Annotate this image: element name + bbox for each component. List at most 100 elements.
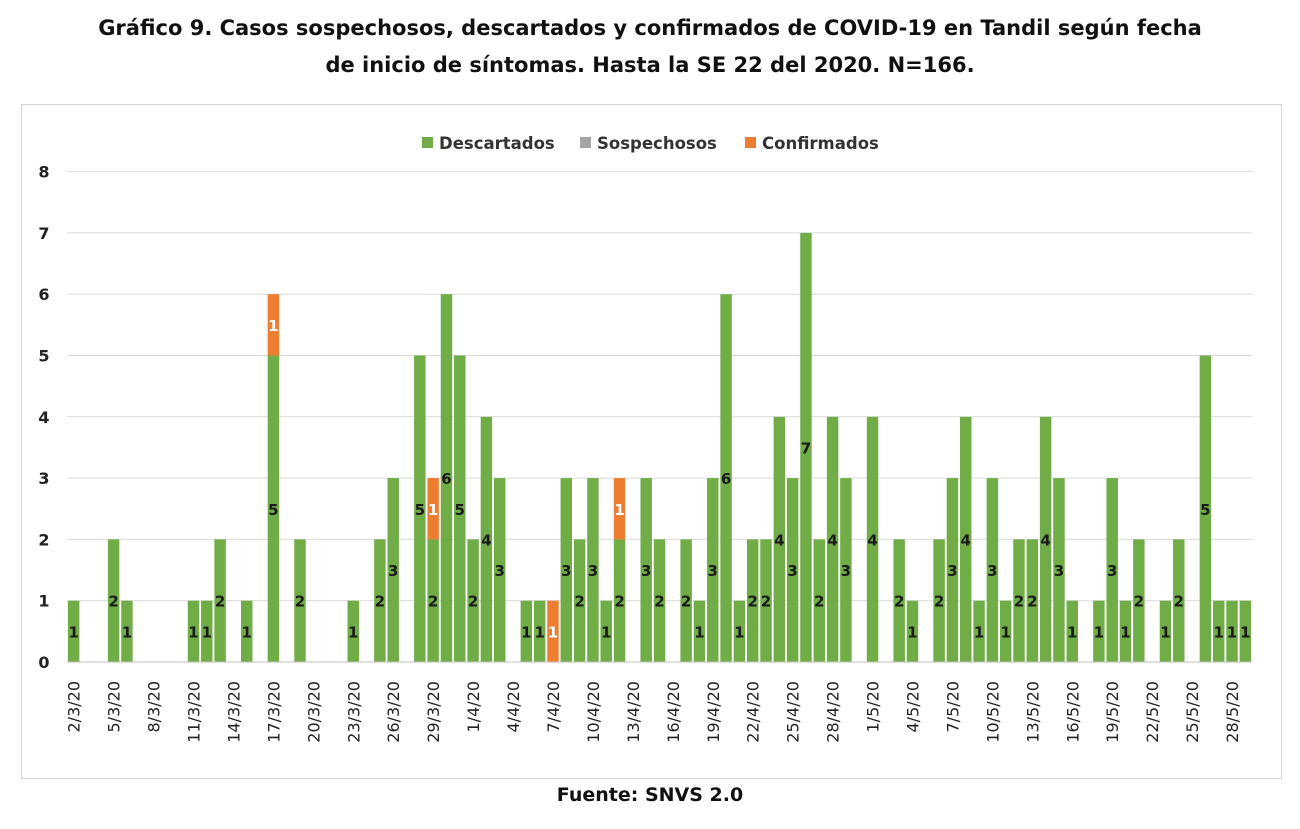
data-label-descartados: 2 — [1174, 593, 1184, 611]
data-label-descartados: 3 — [641, 562, 651, 580]
legend-swatch-confirmados — [745, 137, 756, 148]
data-label-descartados: 1 — [202, 623, 212, 641]
bar-descartados — [454, 355, 466, 662]
data-label-descartados: 3 — [1054, 562, 1064, 580]
data-label-descartados: 3 — [987, 562, 997, 580]
data-label-descartados: 2 — [375, 593, 385, 611]
bar-descartados — [906, 600, 919, 662]
y-tick-label: 6 — [38, 285, 49, 304]
data-label-descartados: 2 — [654, 593, 664, 611]
bar-descartados — [560, 478, 573, 662]
bar-descartados — [121, 600, 133, 662]
bar-descartados — [1133, 539, 1145, 662]
bar-descartados — [374, 539, 386, 662]
bar-descartados — [533, 600, 546, 662]
data-label-confirmados: 1 — [548, 623, 558, 641]
data-label-descartados: 1 — [348, 623, 358, 641]
x-tick-label: 4/4/20 — [504, 681, 523, 733]
x-tick-label: 22/4/20 — [744, 681, 763, 743]
data-label-descartados: 3 — [561, 562, 571, 580]
legend: Descartados Sospechosos Confirmados — [422, 134, 879, 153]
x-tick-label: 2/3/20 — [65, 681, 84, 733]
x-tick-label: 19/4/20 — [704, 681, 723, 743]
bar-descartados — [294, 539, 306, 662]
data-label-descartados: 2 — [428, 593, 438, 611]
x-tick-label: 26/3/20 — [384, 681, 403, 743]
bar-descartados — [866, 416, 879, 662]
x-tick-label: 10/4/20 — [584, 681, 603, 743]
bar-descartados — [1053, 478, 1065, 662]
data-label-confirmados: 1 — [428, 501, 438, 519]
bar-descartados — [1119, 600, 1132, 662]
data-label-descartados: 1 — [1094, 623, 1104, 641]
bar-descartados — [786, 478, 799, 662]
x-tick-label: 1/4/20 — [464, 681, 483, 733]
x-tick-label: 17/3/20 — [264, 681, 283, 743]
x-tick-label: 11/3/20 — [184, 681, 203, 743]
bar-descartados — [493, 478, 506, 662]
data-label-descartados: 2 — [614, 593, 624, 611]
x-tick-label: 7/5/20 — [943, 681, 962, 733]
bar-descartados — [746, 539, 759, 662]
data-label-descartados: 1 — [694, 623, 704, 641]
bar-descartados — [1212, 600, 1225, 662]
bar-descartados — [680, 539, 692, 662]
legend-label-descartados: Descartados — [439, 134, 555, 153]
bar-descartados — [201, 600, 213, 662]
data-label-descartados: 3 — [588, 562, 598, 580]
source-note: Fuente: SNVS 2.0 — [556, 784, 744, 806]
data-label-confirmados: 1 — [614, 501, 624, 519]
bar-descartados — [760, 539, 772, 662]
data-label-descartados: 5 — [455, 501, 465, 519]
legend-label-sospechosos: Sospechosos — [597, 134, 717, 153]
data-label-descartados: 1 — [242, 623, 252, 641]
bar-confirmados — [427, 478, 439, 540]
bar-descartados — [640, 478, 652, 662]
x-tick-label: 8/3/20 — [145, 681, 164, 733]
data-label-descartados: 6 — [441, 470, 451, 488]
x-tick-label: 16/4/20 — [664, 681, 683, 743]
data-label-descartados: 3 — [708, 562, 718, 580]
data-label-descartados: 2 — [761, 593, 771, 611]
data-label-descartados: 1 — [1000, 623, 1010, 641]
chart-frame: 0 1 2 3 4 5 6 7 8 Descartados Sospechosos Confirmad… — [21, 104, 1282, 779]
data-label-descartados: 2 — [295, 593, 305, 611]
data-label-descartados: 5 — [268, 501, 278, 519]
data-label-descartados: 4 — [961, 531, 971, 549]
data-label-descartados: 1 — [68, 623, 78, 641]
data-label-descartados: 2 — [747, 593, 757, 611]
x-tick-label: 23/3/20 — [344, 681, 363, 743]
x-tick-label: 13/4/20 — [624, 681, 643, 743]
bar-descartados — [1199, 355, 1212, 662]
data-label-descartados: 5 — [1200, 501, 1210, 519]
bar-descartados — [720, 294, 732, 662]
data-label-descartados: 2 — [681, 593, 691, 611]
bar-descartados — [946, 478, 959, 662]
x-tick-label: 20/3/20 — [304, 681, 323, 743]
bar-descartados — [1093, 600, 1105, 662]
data-label-descartados: 1 — [1067, 623, 1077, 641]
bar-descartados — [707, 478, 719, 662]
data-label-confirmados: 1 — [268, 317, 278, 335]
data-label-descartados: 2 — [934, 593, 944, 611]
data-label-descartados: 3 — [388, 562, 398, 580]
data-label-descartados: 1 — [974, 623, 984, 641]
data-label-descartados: 1 — [907, 623, 917, 641]
data-label-descartados: 7 — [801, 439, 811, 457]
bar-descartados — [613, 539, 626, 662]
bar-descartados — [1239, 600, 1252, 662]
data-label-descartados: 2 — [215, 593, 225, 611]
data-label-descartados: 6 — [721, 470, 731, 488]
bar-descartados — [813, 539, 826, 662]
bar-descartados — [587, 478, 599, 662]
data-label-descartados: 2 — [1014, 593, 1024, 611]
y-tick-label: 5 — [38, 347, 49, 366]
data-label-descartados: 4 — [774, 531, 784, 549]
bar-descartados — [960, 416, 972, 662]
x-tick-label: 29/3/20 — [424, 681, 443, 743]
bar-descartados — [1106, 478, 1118, 662]
x-axis: 2/3/20 5/3/20 8/3/20 11/3/20 14/3/20 17/3/20 2… — [65, 681, 1242, 743]
bars — [67, 232, 1252, 662]
x-tick-label: 16/5/20 — [1063, 681, 1082, 743]
